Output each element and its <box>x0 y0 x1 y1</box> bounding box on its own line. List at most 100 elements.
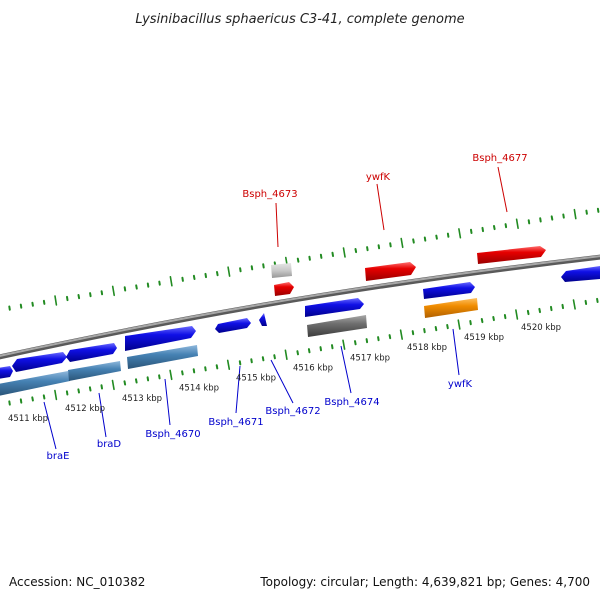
minor-tick <box>158 374 161 380</box>
scale-label: 4518 kbp <box>407 343 447 353</box>
feature-ywfk-orange[interactable] <box>424 298 478 318</box>
minor-tick <box>19 398 23 404</box>
minor-tick <box>550 215 554 221</box>
gene-label-brad[interactable]: braD <box>97 439 122 450</box>
major-tick <box>226 359 231 371</box>
minor-tick <box>389 242 392 248</box>
minor-tick <box>192 368 196 374</box>
reverse-feature-track <box>0 298 478 396</box>
minor-tick <box>31 301 34 307</box>
minor-tick <box>562 213 565 219</box>
scale-label: 4516 kbp <box>293 363 333 373</box>
major-tick <box>284 349 288 361</box>
minor-tick <box>596 207 600 213</box>
minor-tick <box>493 225 496 231</box>
minor-tick <box>492 316 495 322</box>
major-tick <box>573 208 577 220</box>
minor-tick <box>550 305 553 312</box>
feature-right-edge-blue[interactable] <box>561 266 600 282</box>
minor-tick <box>446 232 450 238</box>
feature-bsph-4677-red[interactable] <box>477 246 546 264</box>
lower-tick-ruler <box>8 297 599 406</box>
minor-tick <box>77 388 80 394</box>
major-tick <box>457 319 461 330</box>
minor-tick <box>31 396 34 402</box>
minor-tick <box>238 360 242 366</box>
minor-tick <box>158 280 161 286</box>
minor-tick <box>88 386 92 392</box>
feature-ywfk-red[interactable] <box>365 262 416 281</box>
minor-tick <box>596 297 599 303</box>
feature-bsph-4673-red[interactable] <box>274 282 294 296</box>
minor-tick <box>42 299 46 305</box>
top-feature-track <box>271 246 600 296</box>
minor-tick <box>538 307 541 314</box>
minor-tick <box>296 350 299 356</box>
minor-tick <box>8 400 11 406</box>
minor-tick <box>446 324 449 330</box>
scale-label: 4514 kbp <box>179 384 219 394</box>
genome-summary-text: Topology: circular; Length: 4,639,821 bp… <box>259 575 590 589</box>
gene-label-bsph-4670[interactable]: Bsph_4670 <box>145 429 200 440</box>
minor-tick <box>354 248 358 254</box>
scale-labels: 4511 kbp 4512 kbp 4513 kbp 4514 kbp 4515 kbp… <box>8 323 561 424</box>
major-tick <box>342 339 346 350</box>
scale-label: 4519 kbp <box>464 333 504 343</box>
feature-ywfk-blue[interactable] <box>423 282 475 299</box>
minor-tick <box>354 340 357 346</box>
minor-tick <box>77 294 81 300</box>
minor-tick <box>504 223 508 229</box>
minor-tick <box>481 226 484 233</box>
gene-label-bsph-4674[interactable]: Bsph_4674 <box>324 397 379 408</box>
minor-tick <box>561 303 564 310</box>
feature-bsph-4674[interactable] <box>305 298 364 317</box>
accession-text: Accession: NC_010382 <box>9 575 145 589</box>
feature-bsph-4671[interactable] <box>215 318 251 333</box>
major-tick <box>572 299 576 310</box>
major-tick <box>458 228 462 239</box>
forward-feature-track <box>0 282 475 379</box>
feature-bradD-steel[interactable] <box>68 361 121 381</box>
minor-tick <box>584 299 588 305</box>
feature-bsph-4672[interactable] <box>259 313 267 326</box>
feature-left-edge-blue[interactable] <box>0 366 13 379</box>
minor-tick <box>146 282 150 288</box>
minor-tick <box>365 338 369 344</box>
major-tick <box>515 309 519 320</box>
major-tick <box>227 266 231 277</box>
feature-blue-gene-1[interactable] <box>12 352 67 372</box>
minor-tick <box>135 378 138 384</box>
feature-bsph-4670-steel[interactable] <box>127 345 198 369</box>
minor-tick <box>123 286 127 292</box>
top-gene-labels: Bsph_4673 ywfK Bsph_4677 <box>242 153 527 200</box>
scale-label: 4511 kbp <box>8 414 48 424</box>
feature-bradE-steel[interactable] <box>0 371 70 396</box>
minor-tick <box>331 251 334 257</box>
minor-tick <box>319 346 322 352</box>
feature-bsph-4674-gray[interactable] <box>307 315 367 337</box>
minor-tick <box>123 380 127 386</box>
major-tick <box>169 275 173 287</box>
minor-tick <box>66 295 69 302</box>
gene-label-bsph-4672[interactable]: Bsph_4672 <box>265 406 320 417</box>
minor-tick <box>8 305 11 311</box>
minor-tick <box>411 330 415 336</box>
label-leader-lines <box>43 166 508 450</box>
genome-backbone <box>0 254 600 360</box>
feature-bsph-4673-gray[interactable] <box>271 263 292 278</box>
gene-label-brae[interactable]: braE <box>47 451 70 462</box>
scale-label: 4512 kbp <box>65 404 105 414</box>
gene-label-ywfk-top[interactable]: ywfK <box>366 172 391 183</box>
minor-tick <box>181 370 184 376</box>
map-title: Lysinibacillus sphaericus C3-41, complet… <box>135 12 464 27</box>
feature-blue-gene-3[interactable] <box>125 326 196 351</box>
gene-label-bsph-4677[interactable]: Bsph_4677 <box>472 153 527 164</box>
major-tick <box>515 218 519 229</box>
gene-label-bsph-4673[interactable]: Bsph_4673 <box>242 189 297 200</box>
gene-label-ywfk-bottom[interactable]: ywfK <box>448 379 473 390</box>
minor-tick <box>377 336 380 342</box>
minor-tick <box>388 334 392 340</box>
gene-label-bsph-4671[interactable]: Bsph_4671 <box>208 417 263 428</box>
feature-blue-gene-2[interactable] <box>66 343 117 362</box>
